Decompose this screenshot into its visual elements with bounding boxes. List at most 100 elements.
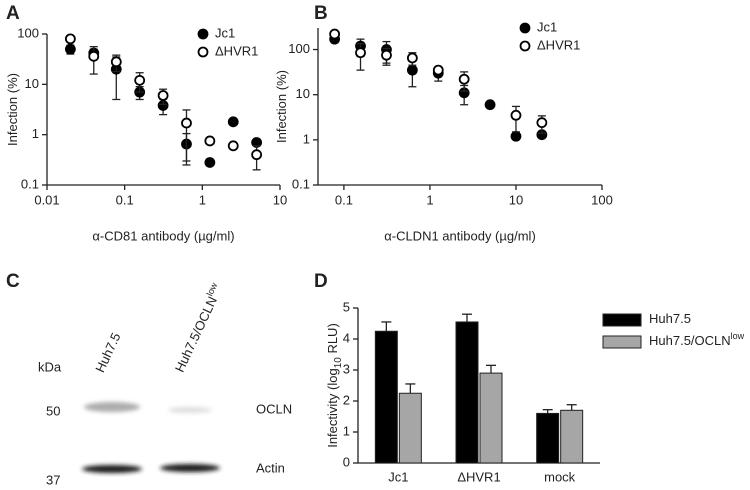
bar <box>479 372 503 464</box>
error-bar <box>381 321 392 332</box>
lane-label-text: Huh7.5/OCLN <box>172 294 220 374</box>
legend-label: Huh7.5 <box>649 311 691 326</box>
legend-swatch <box>602 335 642 349</box>
y-tick-label: 1 <box>303 131 310 146</box>
legend-swatch <box>602 313 642 327</box>
data-point <box>227 116 239 128</box>
y-tick-label: 100 <box>17 25 39 40</box>
legend-marker <box>519 40 531 52</box>
error-bar <box>182 109 191 162</box>
y-axis-title: Infection (%) <box>274 70 289 143</box>
blot-band <box>160 464 220 472</box>
lane-label: Huh7.5/OCLNlow <box>170 281 226 375</box>
data-point <box>510 109 522 121</box>
y-tick-label: 0 <box>343 454 350 469</box>
data-point <box>204 157 216 168</box>
x-axis-title: α-CLDN1 antibody (µg/ml) <box>384 228 536 243</box>
data-point <box>355 47 366 59</box>
legend-label-text: Huh7.5 <box>649 311 691 326</box>
bar <box>398 392 422 464</box>
western-blot: C Huh7.5 Huh7.5/OCLNlow kDa 50 37 OCLN A… <box>6 271 292 487</box>
x-tick-label: 10 <box>273 192 287 207</box>
panel-label: A <box>6 3 20 24</box>
x-axis-title: α-CD81 antibody (µg/ml) <box>92 228 234 243</box>
y-axis-title-text: Infectivity (log <box>325 368 340 447</box>
data-point <box>510 130 522 142</box>
bar <box>374 330 398 464</box>
data-point <box>110 56 122 68</box>
lane-label: Huh7.5 <box>92 330 123 374</box>
bar <box>536 412 560 464</box>
x-tick-label: 1 <box>426 192 433 207</box>
legend-marker <box>197 28 209 40</box>
data-point <box>432 64 444 76</box>
legend-label: Jc1 <box>215 25 235 40</box>
panel-label: C <box>6 271 20 292</box>
data-point <box>484 99 496 111</box>
band-label: OCLN <box>256 401 292 416</box>
data-point <box>406 64 418 76</box>
y-tick-label: 100 <box>288 41 310 56</box>
y-axis-title-subscript: 10 <box>333 357 344 369</box>
x-tick-label: 100 <box>591 192 613 207</box>
blot-band <box>82 465 142 473</box>
y-axis-title-text: Infection (%) <box>5 73 20 146</box>
legend-label-text: Huh7.5/OCLN <box>649 333 731 348</box>
legend-label-superscript: low <box>731 331 745 341</box>
y-axis-title-text: RLU) <box>325 323 340 357</box>
error-bar <box>486 364 496 374</box>
error-bar <box>462 313 472 322</box>
y-tick-label: 0.1 <box>292 176 310 191</box>
lane-label-superscript: low <box>205 281 220 298</box>
y-tick-label: 1 <box>343 423 350 438</box>
marker-label: 37 <box>46 472 60 487</box>
error-bar <box>542 409 553 414</box>
y-tick-label: 3 <box>343 361 350 376</box>
data-point <box>64 33 76 45</box>
x-tick-label: 0.01 <box>34 192 59 207</box>
data-point <box>204 135 216 147</box>
data-point <box>458 73 470 85</box>
data-point <box>134 74 146 86</box>
data-point <box>64 43 76 55</box>
data-point <box>157 90 169 101</box>
y-tick-label: 10 <box>25 76 39 91</box>
marker-label: 50 <box>46 403 60 418</box>
y-tick-label: 10 <box>296 86 310 101</box>
x-tick-label: 10 <box>509 192 523 207</box>
legend-label: ΔHVR1 <box>215 43 258 58</box>
data-point <box>406 52 418 64</box>
legend-label: Jc1 <box>537 19 557 34</box>
y-tick-label: 4 <box>343 330 350 345</box>
panel-label: B <box>314 3 328 24</box>
legend-label: Huh7.5/OCLNlow <box>649 331 745 348</box>
data-point <box>88 50 100 62</box>
error-bar <box>566 404 577 411</box>
data-point <box>181 117 192 129</box>
y-tick-label: 5 <box>343 299 350 314</box>
y-axis-title: Infectivity (log10 RLU) <box>325 323 343 448</box>
x-tick-label: Jc1 <box>388 469 408 484</box>
x-tick-label: 0.1 <box>335 192 353 207</box>
blot-band <box>168 407 212 413</box>
blot-band <box>84 402 140 412</box>
y-tick-label: 2 <box>343 392 350 407</box>
x-tick-label: mock <box>544 469 576 484</box>
panel-label: D <box>314 271 328 292</box>
error-bar <box>405 383 416 394</box>
x-tick-label: 1 <box>199 192 206 207</box>
data-point <box>381 49 392 61</box>
bar <box>560 409 584 464</box>
x-tick-label: ΔHVR1 <box>457 469 500 484</box>
data-point <box>227 140 239 152</box>
legend-marker <box>197 46 209 58</box>
y-axis-title-text: Infection (%) <box>274 70 289 143</box>
y-tick-label: 1 <box>32 126 39 141</box>
y-axis-title: Infection (%) <box>5 73 20 146</box>
kda-label: kDa <box>38 359 62 374</box>
data-point <box>329 28 341 40</box>
data-point <box>536 117 548 129</box>
band-label: Actin <box>256 460 285 475</box>
x-tick-label: 0.1 <box>116 192 134 207</box>
